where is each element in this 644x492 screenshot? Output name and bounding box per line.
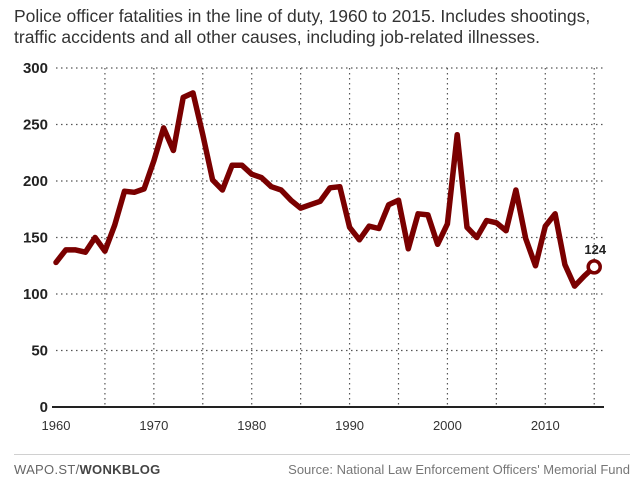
x-tick-label: 1980: [237, 418, 266, 433]
x-tick-label: 2010: [531, 418, 560, 433]
chart-title: Police officer fatalities in the line of…: [14, 6, 591, 47]
series-line: [53, 90, 597, 289]
y-tick-label: 100: [23, 286, 48, 303]
y-tick-label: 0: [40, 399, 48, 416]
source-note: Source: National Law Enforcement Officer…: [288, 462, 630, 477]
x-tick-label: 1970: [139, 418, 168, 433]
gridlines: [52, 67, 604, 408]
last-point-label: 124: [584, 242, 606, 257]
line-chart: 0 50 100 150 200 250 300 1960 1970 1980 1990 2000 2…: [23, 60, 607, 433]
footer-divider: [14, 454, 630, 455]
y-tick-label: 150: [23, 230, 48, 247]
credit-link[interactable]: WAPO.ST/WONKBLOG: [14, 462, 161, 477]
y-axis-ticks: 0 50 100 150 200 250 300: [23, 60, 48, 416]
credit-brand: WONKBLOG: [79, 462, 161, 477]
y-tick-label: 250: [23, 117, 48, 134]
x-axis-ticks: 1960 1970 1980 1990 2000 2010: [42, 418, 560, 433]
y-tick-label: 50: [31, 343, 48, 360]
y-tick-label: 300: [23, 60, 48, 77]
credit-prefix: WAPO.ST/: [14, 462, 80, 477]
last-point-marker: [586, 259, 602, 275]
x-tick-label: 1960: [42, 418, 71, 433]
x-tick-label: 1990: [335, 418, 364, 433]
x-tick-label: 2000: [433, 418, 462, 433]
y-tick-label: 200: [23, 173, 48, 190]
